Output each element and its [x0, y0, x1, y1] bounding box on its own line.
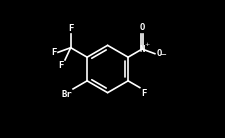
Text: −: − — [159, 50, 166, 59]
Text: O: O — [156, 49, 162, 58]
Text: F: F — [68, 24, 73, 33]
Text: N: N — [139, 45, 144, 54]
Text: F: F — [58, 61, 64, 70]
Text: O: O — [139, 23, 144, 32]
Text: +: + — [144, 42, 149, 47]
Text: F: F — [140, 89, 146, 98]
Text: F: F — [51, 48, 57, 57]
Text: Br: Br — [61, 90, 72, 99]
